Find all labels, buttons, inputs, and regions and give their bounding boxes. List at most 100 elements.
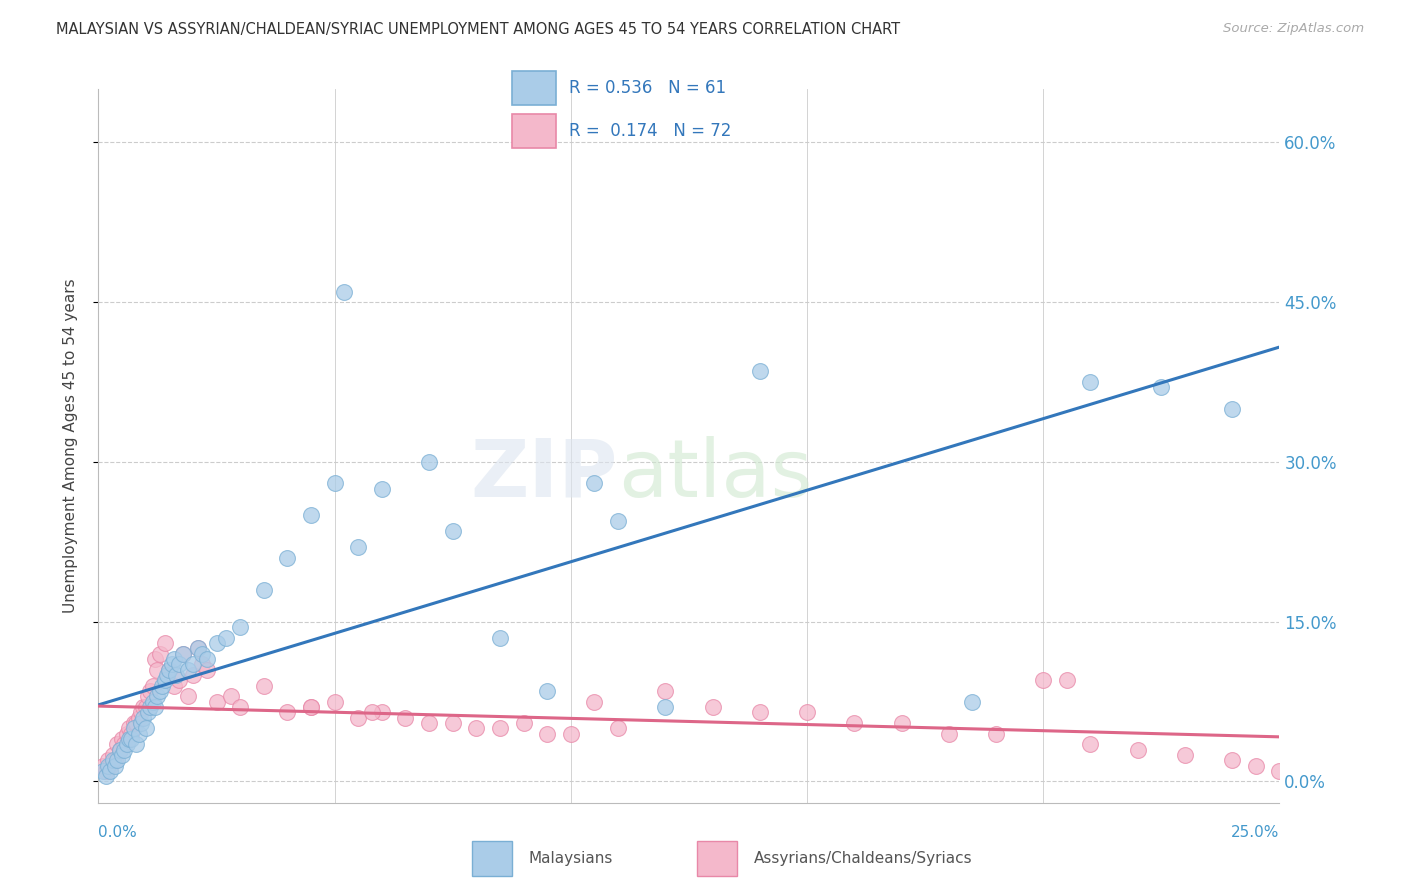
Point xyxy=(253,679,276,693)
Point xyxy=(299,700,322,714)
Point xyxy=(149,647,172,661)
Y-axis label: Unemployment Among Ages 45 to 54 years: Unemployment Among Ages 45 to 54 years xyxy=(63,278,77,614)
Point xyxy=(108,742,131,756)
Text: ZIP: ZIP xyxy=(471,435,619,514)
Point xyxy=(121,731,143,746)
Point xyxy=(146,690,169,704)
Point xyxy=(128,710,150,724)
Point xyxy=(139,684,162,698)
Point xyxy=(105,737,128,751)
Point xyxy=(205,636,228,650)
Point xyxy=(489,631,512,645)
Point xyxy=(962,695,984,709)
Point xyxy=(111,731,134,746)
Point xyxy=(167,657,190,672)
Point xyxy=(1220,753,1243,767)
Point xyxy=(890,715,912,730)
Point xyxy=(276,706,298,720)
Point xyxy=(195,652,218,666)
Point xyxy=(191,647,214,661)
Bar xyxy=(697,841,737,876)
Point xyxy=(121,726,143,740)
Point xyxy=(136,690,159,704)
Point xyxy=(219,690,242,704)
Point xyxy=(465,721,488,735)
Point xyxy=(104,753,127,767)
Text: 25.0%: 25.0% xyxy=(1232,825,1279,840)
Point xyxy=(418,455,440,469)
Text: 0.0%: 0.0% xyxy=(98,825,138,840)
Point xyxy=(129,706,152,720)
Point xyxy=(1220,401,1243,416)
Point xyxy=(149,684,172,698)
Point xyxy=(115,726,138,740)
Point xyxy=(938,726,960,740)
Point xyxy=(371,482,394,496)
Point xyxy=(153,636,176,650)
Point xyxy=(97,753,120,767)
Point xyxy=(91,764,114,778)
Bar xyxy=(472,841,512,876)
Point xyxy=(1150,380,1173,394)
Point xyxy=(215,631,238,645)
Point xyxy=(844,715,866,730)
Bar xyxy=(512,114,557,148)
Point xyxy=(98,764,121,778)
Point xyxy=(181,668,204,682)
Point xyxy=(489,721,512,735)
Point xyxy=(104,758,127,772)
Text: Assyrians/Chaldeans/Syriacs: Assyrians/Chaldeans/Syriacs xyxy=(754,851,972,866)
Point xyxy=(118,721,141,735)
Point xyxy=(441,524,464,539)
Point xyxy=(702,700,724,714)
Point xyxy=(536,684,558,698)
Point xyxy=(111,747,134,762)
Point xyxy=(139,700,162,714)
Point xyxy=(187,641,209,656)
Point xyxy=(181,657,204,672)
Point xyxy=(167,673,190,688)
Text: Malaysians: Malaysians xyxy=(529,851,613,866)
Point xyxy=(118,731,141,746)
Point xyxy=(125,737,148,751)
Point xyxy=(394,710,416,724)
Point xyxy=(101,747,124,762)
Point xyxy=(191,657,214,672)
Point xyxy=(101,753,124,767)
Point xyxy=(177,690,200,704)
Point xyxy=(371,706,394,720)
Point xyxy=(136,706,159,720)
Text: Source: ZipAtlas.com: Source: ZipAtlas.com xyxy=(1223,22,1364,36)
Point xyxy=(122,721,145,735)
Point xyxy=(157,663,180,677)
Point xyxy=(1080,737,1102,751)
Point xyxy=(1056,673,1078,688)
Point xyxy=(1244,758,1267,772)
Point xyxy=(150,679,173,693)
Point xyxy=(112,737,135,751)
Point xyxy=(583,476,606,491)
Point xyxy=(163,652,186,666)
Point xyxy=(135,700,157,714)
Point xyxy=(560,726,582,740)
Point xyxy=(97,758,120,772)
Point xyxy=(143,652,166,666)
Point xyxy=(253,582,276,597)
Point xyxy=(163,679,186,693)
Point xyxy=(323,476,346,491)
Point xyxy=(229,620,252,634)
Point xyxy=(299,508,322,523)
Point xyxy=(129,715,152,730)
Point xyxy=(229,700,252,714)
Point xyxy=(205,695,228,709)
Point xyxy=(94,769,117,783)
Point xyxy=(441,715,464,730)
Point xyxy=(132,700,155,714)
Point xyxy=(984,726,1007,740)
Point xyxy=(142,679,165,693)
Point xyxy=(128,726,150,740)
Point xyxy=(333,285,356,299)
Point xyxy=(748,364,770,378)
Point xyxy=(160,657,183,672)
Point xyxy=(172,647,194,661)
